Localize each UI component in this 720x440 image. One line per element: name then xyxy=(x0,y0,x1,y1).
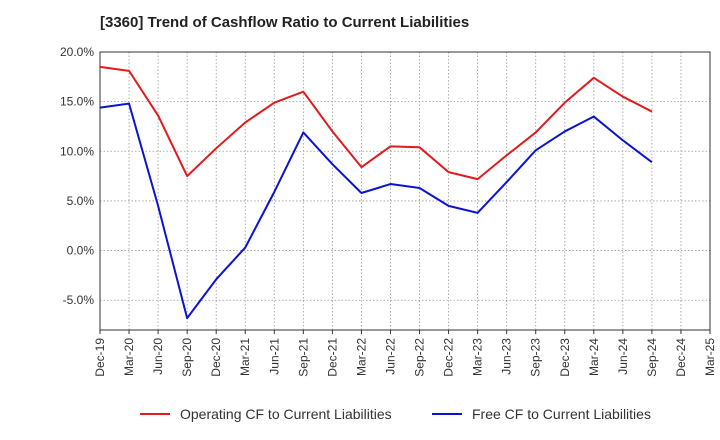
series-line-2 xyxy=(99,102,653,320)
x-tick-label: Mar-25 xyxy=(703,338,717,376)
y-tick-label: -5.0% xyxy=(63,293,95,307)
x-tick-label: Mar-20 xyxy=(122,338,136,376)
series-line-1 xyxy=(99,65,653,181)
legend-label: Free CF to Current Liabilities xyxy=(472,406,651,422)
x-tick-label: Sep-24 xyxy=(645,338,659,377)
x-tick-label: Dec-22 xyxy=(442,338,456,377)
x-tick-label: Sep-21 xyxy=(296,338,310,377)
x-tick-label: Dec-24 xyxy=(674,338,688,377)
x-tick-label: Jun-22 xyxy=(383,338,397,375)
chart-title: [3360] Trend of Cashflow Ratio to Curren… xyxy=(100,14,470,31)
x-tick-label: Dec-23 xyxy=(558,338,572,377)
x-tick-label: Mar-21 xyxy=(238,338,252,376)
x-tick-label: Dec-19 xyxy=(93,338,107,377)
x-tick-label: Jun-23 xyxy=(500,338,514,375)
x-tick-label: Mar-23 xyxy=(471,338,485,376)
legend-label: Operating CF to Current Liabilities xyxy=(180,406,392,422)
y-tick-label: 15.0% xyxy=(60,95,94,109)
x-tick-label: Sep-20 xyxy=(180,338,194,377)
x-tick-label: Dec-20 xyxy=(209,338,223,377)
plot-area-border xyxy=(99,51,711,331)
x-tick-label: Mar-24 xyxy=(587,338,601,376)
x-tick-label: Jun-21 xyxy=(267,338,281,375)
y-tick-label: 0.0% xyxy=(67,244,95,258)
x-tick-label: Dec-21 xyxy=(325,338,339,377)
x-tick-label: Sep-23 xyxy=(529,338,543,377)
y-tick-label: 10.0% xyxy=(60,144,94,158)
x-tick-label: Mar-22 xyxy=(354,338,368,376)
y-tick-label: 5.0% xyxy=(67,194,95,208)
x-tick-label: Jun-24 xyxy=(616,338,630,375)
y-tick-label: 20.0% xyxy=(60,45,94,59)
x-tick-label: Jun-20 xyxy=(151,338,165,375)
x-tick-label: Sep-22 xyxy=(413,338,427,377)
